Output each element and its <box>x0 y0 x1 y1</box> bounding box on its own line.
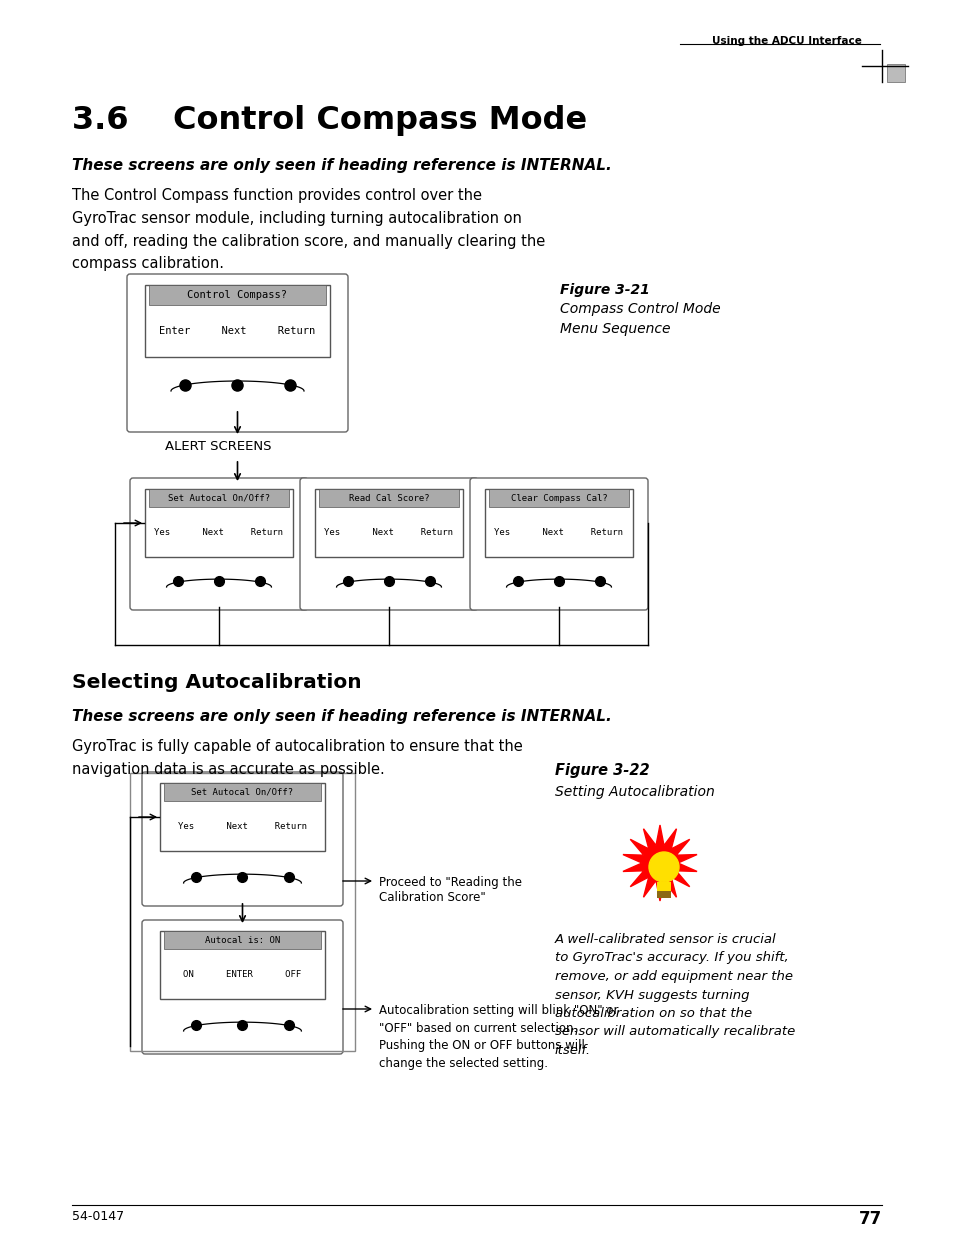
Circle shape <box>648 852 679 882</box>
Bar <box>484 489 633 557</box>
Text: A well-calibrated sensor is crucial
to GyroTrac's accuracy. If you shift,
remove: A well-calibrated sensor is crucial to G… <box>555 932 795 1057</box>
Text: These screens are only seen if heading reference is INTERNAL.: These screens are only seen if heading r… <box>71 158 611 173</box>
Text: The Control Compass function provides control over the
GyroTrac sensor module, i: The Control Compass function provides co… <box>71 188 545 272</box>
Text: Figure 3-21: Figure 3-21 <box>559 283 649 296</box>
Bar <box>318 489 458 508</box>
Bar <box>657 882 670 892</box>
Text: Compass Control Mode
Menu Sequence: Compass Control Mode Menu Sequence <box>559 303 720 336</box>
Bar <box>149 489 289 508</box>
Bar <box>164 931 320 950</box>
Text: GyroTrac is fully capable of autocalibration to ensure that the
navigation data : GyroTrac is fully capable of autocalibra… <box>71 739 522 777</box>
Text: Autocalibration setting will blink "ON" or
"OFF" based on current selection.
Pus: Autocalibration setting will blink "ON" … <box>378 1004 618 1070</box>
Text: Setting Autocalibration: Setting Autocalibration <box>555 785 714 799</box>
Polygon shape <box>622 825 697 902</box>
Text: Clear Compass Cal?: Clear Compass Cal? <box>510 494 607 503</box>
Text: Proceed to "Reading the
Calibration Score": Proceed to "Reading the Calibration Scor… <box>378 876 521 904</box>
Bar <box>164 783 320 802</box>
Bar <box>130 773 355 1051</box>
FancyBboxPatch shape <box>130 478 308 610</box>
Bar <box>145 285 330 357</box>
FancyBboxPatch shape <box>142 920 343 1053</box>
Text: 54-0147: 54-0147 <box>71 1210 124 1223</box>
Text: Using the ADCU Interface: Using the ADCU Interface <box>711 36 862 46</box>
Bar <box>314 489 462 557</box>
Text: Enter     Next     Return: Enter Next Return <box>159 326 315 336</box>
Bar <box>886 64 904 82</box>
Text: These screens are only seen if heading reference is INTERNAL.: These screens are only seen if heading r… <box>71 709 611 724</box>
Bar <box>160 783 325 851</box>
Text: Yes      Next     Return: Yes Next Return <box>324 527 453 537</box>
Text: Read Cal Score?: Read Cal Score? <box>349 494 429 503</box>
Text: Yes      Next     Return: Yes Next Return <box>494 527 623 537</box>
Text: Set Autocal On/Off?: Set Autocal On/Off? <box>168 494 270 503</box>
FancyBboxPatch shape <box>127 274 348 432</box>
Bar <box>160 931 325 999</box>
Bar <box>489 489 628 508</box>
Bar <box>149 285 326 305</box>
FancyBboxPatch shape <box>299 478 477 610</box>
Text: ALERT SCREENS: ALERT SCREENS <box>165 440 272 453</box>
Bar <box>145 489 293 557</box>
FancyBboxPatch shape <box>470 478 647 610</box>
Text: Yes      Next     Return: Yes Next Return <box>154 527 283 537</box>
Text: Autocal is: ON: Autocal is: ON <box>205 936 280 945</box>
Text: Control Compass?: Control Compass? <box>188 290 287 300</box>
Text: 3.6    Control Compass Mode: 3.6 Control Compass Mode <box>71 105 586 136</box>
Text: 77: 77 <box>858 1210 882 1228</box>
Text: Selecting Autocalibration: Selecting Autocalibration <box>71 673 361 692</box>
Text: Figure 3-22: Figure 3-22 <box>555 763 649 778</box>
Text: Set Autocal On/Off?: Set Autocal On/Off? <box>192 788 294 797</box>
Text: ON      ENTER      OFF: ON ENTER OFF <box>183 969 301 979</box>
Text: Yes      Next     Return: Yes Next Return <box>178 821 307 831</box>
FancyBboxPatch shape <box>142 772 343 906</box>
Bar <box>657 890 670 898</box>
